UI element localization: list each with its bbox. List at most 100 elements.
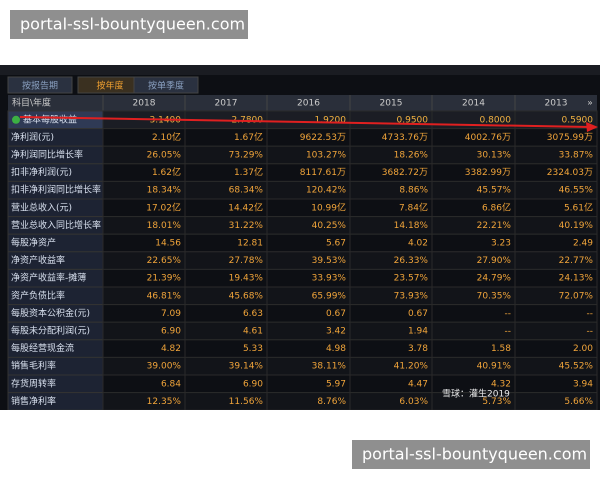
row-label: 净资产收益率-摊薄 — [11, 272, 86, 284]
cell: 5.66% — [564, 397, 593, 407]
cell: 6.90 — [161, 327, 181, 337]
cell: 18.01% — [147, 221, 182, 231]
watermark: portal-ssl-bountyqueen.com — [20, 15, 245, 34]
cell: 7.09 — [161, 309, 181, 319]
cell: 41.20% — [394, 362, 429, 372]
year-header: 2015 — [380, 99, 403, 109]
cell: 33.87% — [559, 151, 594, 161]
cell: 40.91% — [477, 362, 512, 372]
year-header: 2018 — [133, 99, 156, 109]
row-label: 每股经营现金流 — [11, 342, 74, 354]
cell: 5.33 — [243, 344, 263, 354]
cell: 4002.76万 — [465, 133, 511, 143]
cell: 39.53% — [312, 256, 347, 266]
cell: 14.18% — [394, 221, 429, 231]
cell: 4.32 — [491, 379, 511, 389]
cell: 22.65% — [147, 256, 182, 266]
tab-label: 按报告期 — [22, 80, 58, 92]
cell: 24.79% — [477, 274, 512, 284]
cell: 27.78% — [229, 256, 264, 266]
row-label: 基本每股收益 — [23, 113, 77, 125]
cell: 3.23 — [491, 239, 511, 249]
cell: 18.34% — [147, 186, 182, 196]
cell: 6.84 — [161, 379, 181, 389]
cell: 26.33% — [394, 256, 429, 266]
cell: 6.86亿 — [482, 201, 511, 213]
arrow-head — [586, 122, 598, 132]
cell: 5.61亿 — [564, 201, 593, 213]
row-label: 扣非净利润(元) — [11, 166, 72, 178]
tab-label: 按年度 — [96, 80, 123, 92]
cell: 31.22% — [229, 221, 264, 231]
cell: 6.63 — [243, 309, 263, 319]
overlay-watermark: 雪球：灌生2019 — [442, 388, 510, 400]
cell: 0.67 — [408, 309, 428, 319]
cell: 1.9200 — [315, 115, 347, 125]
cell: 72.07% — [559, 291, 594, 301]
cell: 12.81 — [237, 239, 263, 249]
cell: -- — [505, 309, 512, 319]
cell: 8117.61万 — [300, 168, 346, 178]
cell: 2324.03万 — [547, 168, 593, 178]
cell: 22.21% — [477, 221, 512, 231]
row-label: 营业总收入(元) — [11, 201, 72, 213]
row-label: 净利润同比增长率 — [11, 149, 83, 161]
cell: 5.67 — [326, 239, 346, 249]
row-label: 每股净资产 — [11, 237, 56, 249]
cell: 14.42亿 — [228, 201, 263, 213]
cell: 2.49 — [573, 239, 593, 249]
tab[interactable] — [133, 76, 199, 94]
cell: 45.52% — [559, 362, 594, 372]
cell: 46.81% — [147, 291, 182, 301]
cell: 19.43% — [229, 274, 264, 284]
tab-label: 按单季度 — [148, 80, 184, 92]
cell: -- — [587, 327, 594, 337]
cell: 11.56% — [229, 397, 264, 407]
cell: 18.26% — [394, 151, 429, 161]
header-row — [8, 95, 597, 111]
cell: 30.13% — [477, 151, 512, 161]
cell: 38.11% — [312, 362, 347, 372]
cell: 0.9500 — [397, 115, 429, 125]
arrow-line — [19, 116, 591, 128]
cell: 45.57% — [477, 186, 512, 196]
cell: 3.78 — [408, 344, 428, 354]
row-label: 每股资本公积金(元) — [11, 307, 90, 319]
row-label: 每股未分配利润(元) — [11, 325, 90, 337]
cell: 46.55% — [559, 186, 594, 196]
cell: 33.93% — [312, 274, 347, 284]
cell: 68.34% — [229, 186, 264, 196]
year-header: 2014 — [462, 99, 485, 109]
cell: 0.5900 — [562, 115, 594, 125]
cell: 65.99% — [312, 291, 347, 301]
cell: 40.25% — [312, 221, 347, 231]
cell: 120.42% — [306, 186, 346, 196]
tab[interactable] — [7, 76, 73, 94]
cell: 3.94 — [573, 379, 593, 389]
more-button[interactable]: » — [587, 99, 593, 109]
row-label: 净资产收益率 — [11, 254, 65, 266]
cell: 4.02 — [408, 239, 428, 249]
year-header: 2013 — [545, 99, 568, 109]
cell: 14.56 — [155, 239, 181, 249]
cell: 9622.53万 — [300, 133, 346, 143]
cell: 4.47 — [408, 379, 428, 389]
cell: 4733.76万 — [382, 133, 428, 143]
cell: 22.77% — [559, 256, 594, 266]
cell: 1.94 — [408, 327, 428, 337]
check-icon — [12, 115, 20, 124]
cell: 0.67 — [326, 309, 346, 319]
cell: 39.00% — [147, 362, 182, 372]
cell: 1.58 — [491, 344, 511, 354]
cell: 2.00 — [573, 344, 593, 354]
cell: 4.82 — [161, 344, 181, 354]
cell: 23.57% — [394, 274, 429, 284]
cell: 3075.99万 — [547, 133, 593, 143]
cell: 103.27% — [306, 151, 346, 161]
cell: 40.19% — [559, 221, 594, 231]
row-label: 资产负债比率 — [11, 289, 65, 301]
year-header: 2016 — [297, 99, 320, 109]
cell: 17.02亿 — [146, 201, 181, 213]
row-label: 销售净利率 — [11, 395, 56, 407]
cell: 39.14% — [229, 362, 264, 372]
